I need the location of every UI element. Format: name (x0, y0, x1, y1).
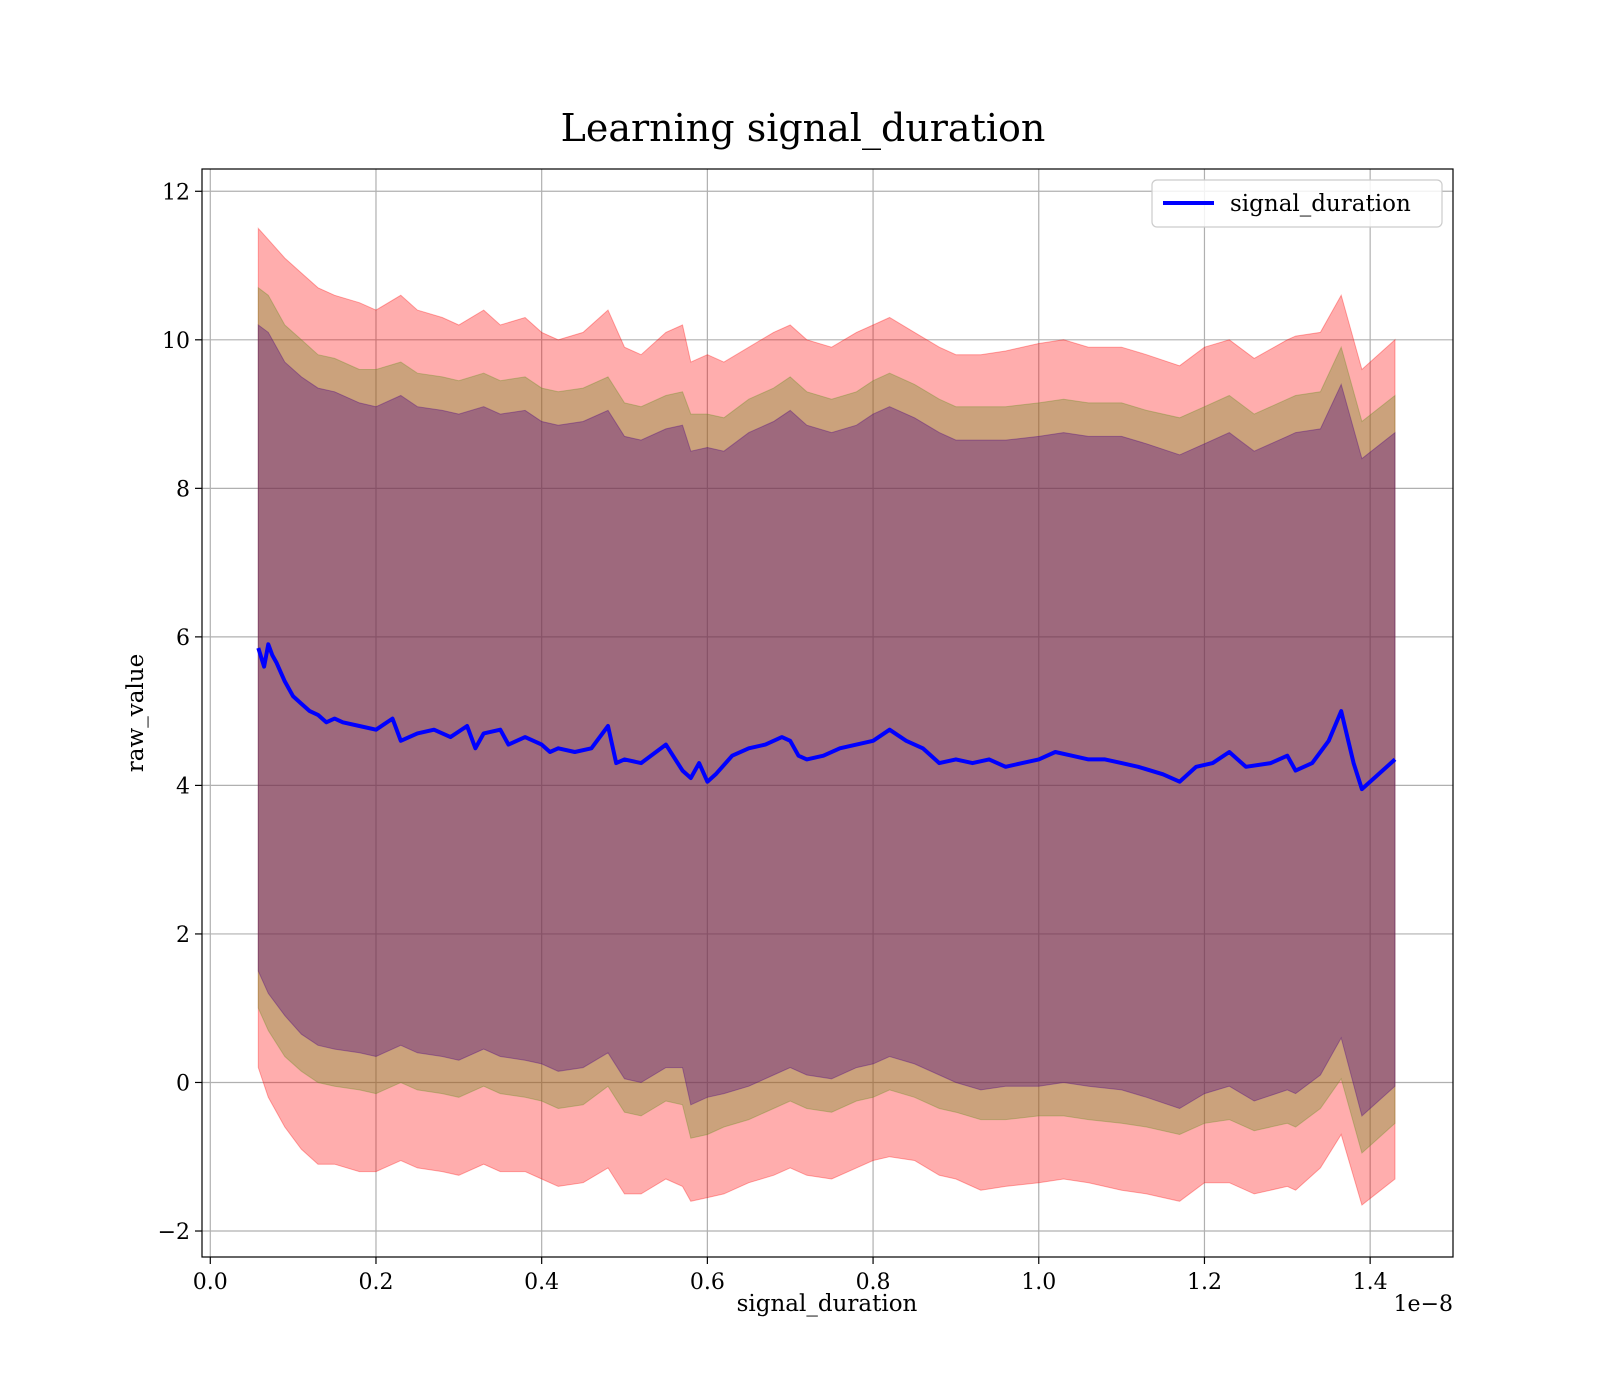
x-tick-label: 1.0 (1021, 1270, 1056, 1295)
x-tick-label: 0.8 (856, 1270, 891, 1295)
legend: signal_duration (1151, 179, 1443, 228)
x-tick-label: 0.0 (193, 1270, 228, 1295)
y-tick-label: 10 (162, 329, 190, 354)
y-tick-label: 12 (162, 180, 190, 205)
confidence-band-3 (257, 324, 1396, 1117)
confidence-band-2 (257, 286, 1396, 1154)
plot-frame (201, 168, 1454, 1258)
y-tick-label: 4 (176, 774, 190, 799)
x-tick-label: 1.4 (1353, 1270, 1388, 1295)
x-tick-label: 1.2 (1187, 1270, 1222, 1295)
confidence-band-1 (257, 227, 1396, 1206)
band-layer (257, 227, 1396, 1206)
legend-box (1151, 179, 1443, 228)
tick-layer: 0.0 0.2 0.4 0.6 0.8 1.0 1.2 1.4 −2 0 2 4 6 8 10 12 (158, 180, 1388, 1295)
series-line-signal_duration (256, 642, 1397, 792)
chart-title: Learning signal_duration (561, 106, 1046, 151)
y-axis-label: raw_value (123, 654, 149, 772)
grid-layer (202, 169, 1453, 1257)
legend-label: signal_duration (1230, 191, 1411, 217)
x-offset-text: 1e−8 (1394, 1292, 1453, 1317)
x-tick-label: 0.6 (690, 1270, 725, 1295)
y-tick-label: 2 (176, 923, 190, 948)
y-tick-label: 0 (176, 1071, 190, 1096)
y-tick-label: 8 (176, 477, 190, 502)
y-tick-label: −2 (158, 1220, 190, 1245)
x-tick-label: 0.2 (358, 1270, 393, 1295)
x-tick-label: 0.4 (524, 1270, 559, 1295)
x-axis-label: signal_duration (737, 1291, 918, 1317)
y-tick-label: 6 (176, 626, 190, 651)
line-layer (256, 642, 1397, 792)
